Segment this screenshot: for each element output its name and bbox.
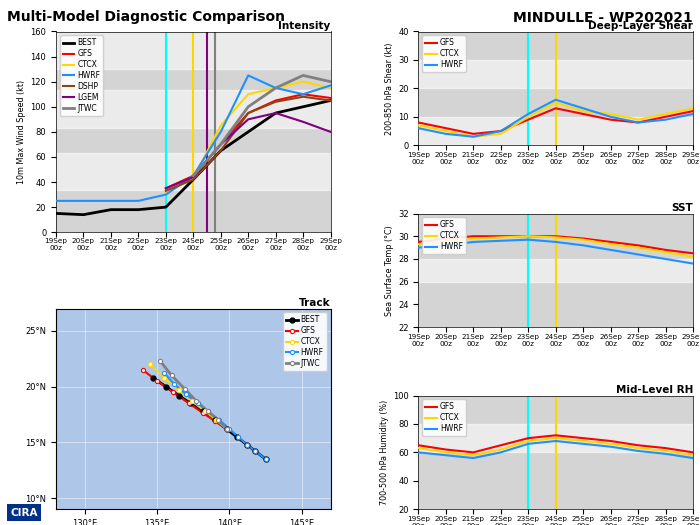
Y-axis label: 200-850 hPa Shear (kt): 200-850 hPa Shear (kt) [385, 42, 394, 134]
Legend: GFS, CTCX, HWRF: GFS, CTCX, HWRF [422, 217, 466, 254]
Bar [56, 32, 330, 69]
Y-axis label: 700-500 hPa Humidity (%): 700-500 hPa Humidity (%) [380, 400, 389, 505]
Bar [419, 259, 693, 282]
Bar [56, 153, 330, 190]
Y-axis label: Sea Surface Temp (°C): Sea Surface Temp (°C) [385, 225, 394, 316]
Y-axis label: 10m Max Wind Speed (kt): 10m Max Wind Speed (kt) [18, 80, 26, 184]
Legend: BEST, GFS, CTCX, HWRF, JTWC: BEST, GFS, CTCX, HWRF, JTWC [283, 312, 327, 371]
Text: Intensity: Intensity [279, 20, 330, 31]
Legend: GFS, CTCX, HWRF: GFS, CTCX, HWRF [422, 400, 466, 436]
Text: Mid-Level RH: Mid-Level RH [615, 385, 693, 395]
Text: MINDULLE - WP202021: MINDULLE - WP202021 [513, 10, 693, 25]
Bar [419, 60, 693, 88]
Text: SST: SST [671, 203, 693, 213]
Bar [56, 90, 330, 128]
Legend: BEST, GFS, CTCX, HWRF, DSHP, LGEM, JTWC: BEST, GFS, CTCX, HWRF, DSHP, LGEM, JTWC [60, 35, 104, 116]
Bar [419, 117, 693, 145]
Legend: GFS, CTCX, HWRF: GFS, CTCX, HWRF [422, 35, 466, 72]
Bar [419, 424, 693, 453]
Text: Track: Track [299, 298, 330, 308]
Text: Deep-Layer Shear: Deep-Layer Shear [588, 20, 693, 31]
Text: Multi-Model Diagnostic Comparison: Multi-Model Diagnostic Comparison [7, 10, 285, 25]
Text: CIRA: CIRA [10, 508, 38, 518]
